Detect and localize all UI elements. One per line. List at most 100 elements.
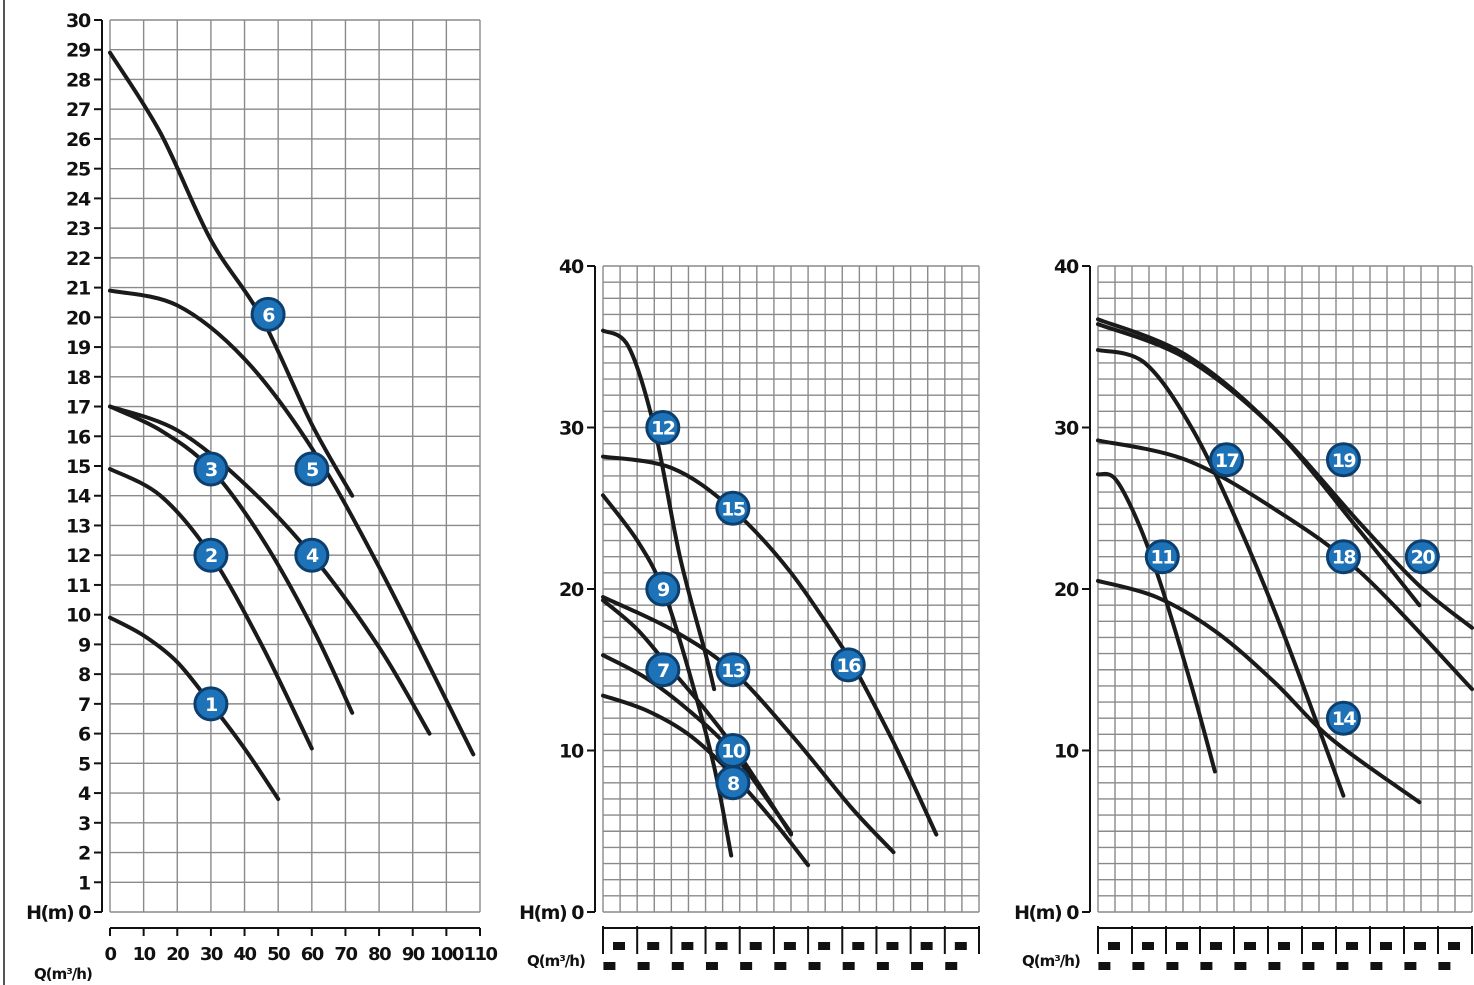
badge-circle bbox=[645, 410, 681, 445]
x-tick-mark-blot bbox=[1210, 942, 1222, 950]
badge-label: 15 bbox=[721, 498, 745, 520]
x-tick-mark-blot bbox=[911, 962, 924, 970]
badge-circle bbox=[1404, 539, 1440, 575]
x-tick-mark-blot bbox=[1166, 962, 1179, 970]
x-tick-label: 10 bbox=[133, 944, 156, 965]
x-tick-mark-blot bbox=[920, 942, 933, 950]
x-tick-mark-blot bbox=[1278, 942, 1290, 950]
badge-13: 13 bbox=[715, 652, 751, 688]
x-tick-label: 30 bbox=[200, 944, 223, 965]
badge-8: 8 bbox=[715, 765, 751, 801]
x-tick-mark-blot bbox=[1132, 962, 1145, 970]
y-tick-label: 30 bbox=[66, 10, 91, 32]
badge-circle bbox=[250, 296, 286, 332]
x-tick-mark-blot bbox=[1176, 942, 1188, 950]
badge-label: 18 bbox=[1332, 547, 1357, 569]
x-tick-mark-blot bbox=[681, 942, 694, 950]
curve-7 bbox=[601, 598, 793, 837]
badge-15: 15 bbox=[715, 490, 751, 526]
x-tick-mark-blot bbox=[1108, 942, 1120, 950]
curve-1 bbox=[108, 615, 281, 801]
y-tick-label: 1 bbox=[78, 872, 90, 894]
badge-circle bbox=[1209, 442, 1245, 478]
badge-label: 2 bbox=[205, 545, 217, 567]
x-tick-mark-blot bbox=[1414, 942, 1426, 950]
badge-label: 4 bbox=[306, 545, 319, 567]
badge-circle bbox=[294, 451, 330, 487]
y-tick-label: 11 bbox=[66, 575, 90, 597]
chart-panel-2: H(m) 0 10 20 30 40 Q(m³/h) 7 8 9 10 12 13 15 16 bbox=[519, 256, 980, 970]
y-tick-label: 10 bbox=[559, 741, 584, 763]
badge-4: 4 bbox=[294, 537, 330, 573]
badge-20: 20 bbox=[1404, 539, 1440, 575]
badge-3: 3 bbox=[193, 451, 229, 487]
x-tick-mark-blot bbox=[876, 962, 889, 970]
y-tick-label: 29 bbox=[66, 40, 90, 62]
x-tick-mark-blot bbox=[613, 942, 625, 950]
y-tick-label: 30 bbox=[1054, 418, 1079, 440]
x-tick-mark-blot bbox=[1302, 962, 1315, 970]
badge-circle bbox=[1325, 539, 1361, 575]
x-tick-mark-blot bbox=[1142, 942, 1154, 950]
badge-circle bbox=[830, 647, 866, 683]
x-tick-label: 50 bbox=[267, 944, 290, 965]
curve-badges: 1 2 3 4 5 6 bbox=[193, 296, 330, 722]
y-tick-label: 5 bbox=[78, 753, 90, 775]
x-tick-mark-blot bbox=[603, 962, 616, 970]
x-tick-mark-blot bbox=[818, 942, 831, 950]
x-tick-mark-blot bbox=[842, 962, 855, 970]
x-tick-label: 60 bbox=[301, 944, 324, 965]
badge-2: 2 bbox=[193, 537, 229, 573]
x-axis: Q(m³/h) bbox=[527, 926, 980, 970]
badge-label: 20 bbox=[1411, 547, 1436, 569]
x-tick-mark-blot bbox=[774, 962, 787, 970]
badge-19: 19 bbox=[1325, 442, 1361, 478]
curve-badges: 11 14 17 18 19 20 bbox=[1144, 442, 1440, 736]
x-tick-mark-blot bbox=[705, 962, 718, 970]
curve-20 bbox=[1096, 322, 1474, 630]
badge-label: 13 bbox=[721, 660, 745, 682]
x-tick-mark-blot bbox=[954, 942, 967, 950]
badge-label: 19 bbox=[1332, 450, 1356, 472]
y-tick-label: 20 bbox=[1054, 579, 1079, 601]
x-tick-label: 100 bbox=[430, 944, 464, 965]
x-tick-mark-blot bbox=[808, 962, 821, 970]
y-tick-label: 24 bbox=[66, 188, 91, 210]
y-tick-label: 27 bbox=[66, 99, 90, 121]
y-tick-label: 40 bbox=[559, 256, 584, 278]
badge-1: 1 bbox=[193, 686, 229, 722]
badge-11: 11 bbox=[1144, 539, 1180, 575]
curve-14 bbox=[1096, 578, 1422, 805]
y-tick-label: 3 bbox=[78, 813, 90, 835]
y-tick-label: 40 bbox=[1054, 256, 1079, 278]
curve-4 bbox=[108, 404, 432, 736]
badge-17: 17 bbox=[1209, 442, 1245, 478]
x-axis: Q(m³/h) bbox=[1022, 926, 1473, 970]
badge-label: 5 bbox=[306, 459, 318, 481]
x-tick-mark-blot bbox=[1098, 962, 1111, 970]
curve-10 bbox=[601, 653, 793, 835]
x-tick-mark-blot bbox=[749, 942, 762, 950]
y-axis-label-and-zero: H(m) 0 bbox=[1014, 902, 1079, 924]
y-tick-label: 10 bbox=[1054, 741, 1079, 763]
x-tick-mark-blot bbox=[740, 962, 753, 970]
y-tick-label: 10 bbox=[66, 605, 91, 627]
badge-label: 14 bbox=[1332, 708, 1357, 730]
y-tick-label: 6 bbox=[78, 724, 91, 746]
badge-label: 17 bbox=[1215, 450, 1239, 472]
y-axis-label-and-zero: H(m) 0 bbox=[519, 902, 584, 924]
x-tick-label: 80 bbox=[368, 944, 391, 965]
badge-14: 14 bbox=[1325, 700, 1361, 736]
x-tick-mark-blot bbox=[852, 942, 865, 950]
curve-15 bbox=[601, 454, 853, 663]
badge-label: 10 bbox=[721, 741, 746, 763]
x-tick-label: 90 bbox=[402, 944, 425, 965]
badge-circle bbox=[715, 733, 751, 768]
y-tick-label: 4 bbox=[78, 783, 91, 805]
badge-6: 6 bbox=[250, 296, 286, 332]
page-frame-line bbox=[3, 0, 5, 985]
x-tick-mark-blot bbox=[671, 962, 684, 970]
badge-7: 7 bbox=[645, 652, 681, 688]
badge-label: 9 bbox=[657, 579, 669, 601]
badge-18: 18 bbox=[1325, 539, 1361, 575]
